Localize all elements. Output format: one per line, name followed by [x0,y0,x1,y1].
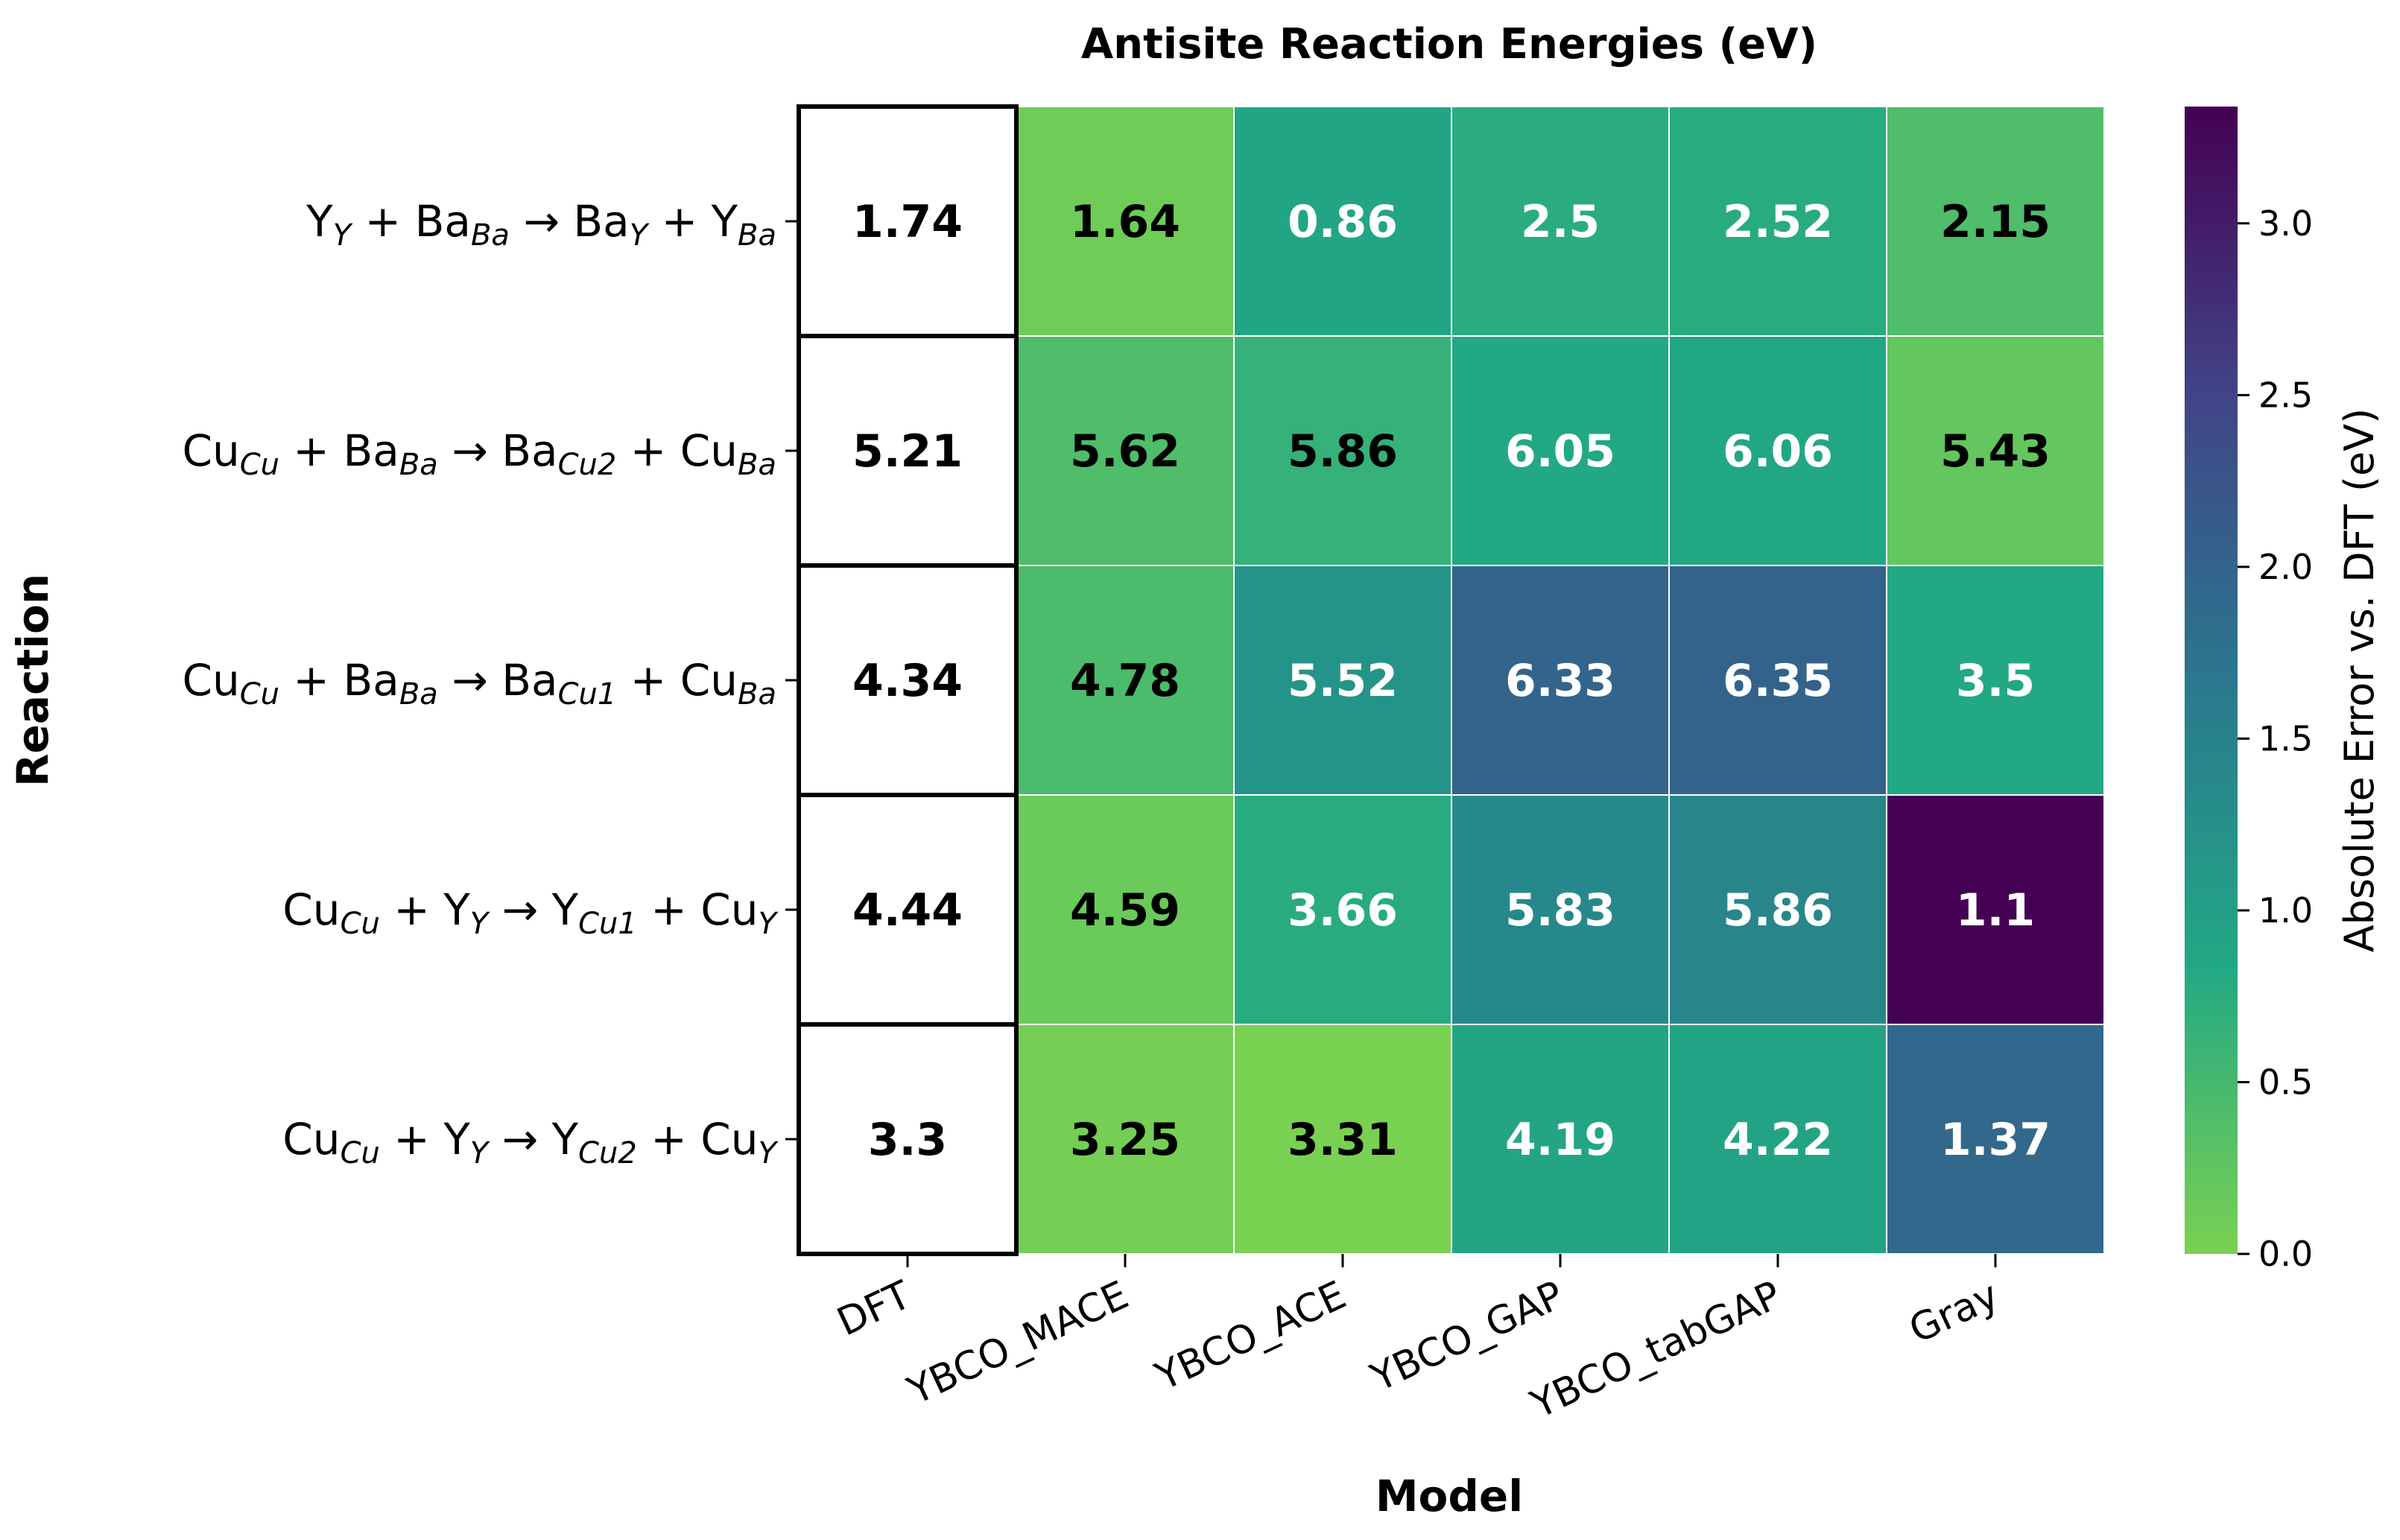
heatmap-cell [1668,794,1887,1025]
cell-value-label: 6.33 [1505,655,1615,707]
colorbar-tick-label: 2.0 [2258,547,2313,587]
heatmap-cell [1886,565,2105,796]
cell-value-label: 6.35 [1723,655,1833,707]
heatmap-cell [1016,565,1235,796]
heatmap-cell [797,793,1019,1027]
cell-value-label: 4.78 [1070,655,1180,707]
column-label: YBCO_tabGAP [1524,1273,1788,1427]
cell-value-label: 4.59 [1070,884,1180,937]
heatmap-cell [1233,794,1452,1025]
cell-value-label: 5.62 [1070,425,1180,478]
colorbar-tick-label: 3.0 [2258,203,2313,244]
cell-value-label: 2.15 [1940,196,2051,248]
cell-value-label: 1.64 [1070,196,1180,248]
heatmap-cell [1233,106,1452,337]
heatmap-cells: 1.74 1.64 0.86 2.5 2.52 2.15 5.21 5.62 5.86 6.05 6… [797,104,2105,1256]
heatmap-cell [1451,335,1670,566]
chart-title: Antisite Reaction Energies (eV) [1081,20,1817,69]
y-axis-title: Reaction [7,574,58,787]
heatmap-cell [797,104,1019,338]
cell-value-label: 1.37 [1940,1114,2051,1166]
colorbar-tick-label: 1.5 [2258,718,2313,758]
heatmap-cell [1016,106,1235,337]
cell-value-label: 5.21 [852,425,963,478]
column-label: Gray [1902,1273,2005,1352]
cell-value-label: 1.1 [1956,884,2035,937]
heatmap-cell [1668,565,1887,796]
column-label: YBCO_MACE [901,1273,1136,1413]
colorbar-tick-label: 0.0 [2258,1234,2313,1274]
heatmap-cell [1886,1024,2105,1255]
cell-value-label: 5.43 [1940,425,2051,478]
colorbar-tick-label: 1.0 [2258,890,2313,931]
heatmap-cell [1451,106,1670,337]
cell-value-label: 6.06 [1723,425,1833,478]
colorbar-title: Absolute Error vs. DFT (eV) [2336,408,2383,953]
row-label: CuCu + YY → YCu1 + CuY [282,884,779,941]
cell-value-label: 3.5 [1956,655,2035,707]
colorbar-tick-label: 0.5 [2258,1062,2313,1102]
heatmap-cell [1886,794,2105,1025]
cell-value-label: 5.83 [1505,884,1615,937]
heatmap-cell [1886,335,2105,566]
heatmap-cell [1668,1024,1887,1255]
colorbar-gradient [2185,107,2238,1254]
cell-value-label: 2.52 [1723,196,1833,248]
row-labels: YY + BaBa → BaY + YBa CuCu + BaBa → BaCu2… [182,196,799,1170]
heatmap-cell [1016,794,1235,1025]
colorbar: 0.0 0.5 1.0 1.5 2.0 2.5 3.0 Absolute Error vs. … [2185,107,2383,1274]
row-label: CuCu + YY → YCu2 + CuY [282,1114,779,1170]
cell-value-label: 5.86 [1288,425,1398,478]
cell-value-label: 4.22 [1723,1114,1833,1166]
cell-value-label: 3.3 [868,1114,947,1166]
cell-value-label: 4.19 [1505,1114,1615,1166]
heatmap-cell [1668,106,1887,337]
cell-value-label: 1.74 [852,196,963,248]
cell-value-label: 2.5 [1521,196,1600,248]
row-label: YY + BaBa → BaY + YBa [305,196,776,253]
cell-value-label: 3.25 [1070,1114,1180,1166]
column-label: DFT [831,1273,918,1345]
cell-value-label: 3.31 [1288,1114,1398,1166]
x-axis-title: Model [1375,1471,1523,1521]
cell-value-label: 3.66 [1288,884,1398,937]
cell-value-label: 0.86 [1288,196,1398,248]
heatmap-cell [1451,565,1670,796]
cell-value-label: 5.52 [1288,655,1398,707]
heatmap-cell [1233,1024,1452,1255]
row-label: CuCu + BaBa → BaCu1 + CuBa [182,655,776,712]
colorbar-tick-label: 2.5 [2258,375,2313,415]
heatmap-cell [1016,335,1235,566]
cell-value-label: 5.86 [1723,884,1833,937]
column-label: YBCO_ACE [1148,1273,1352,1399]
heatmap-cell [1886,106,2105,337]
heatmap-cell [1451,794,1670,1025]
heatmap-cell [1451,1024,1670,1255]
cell-value-label: 4.44 [852,884,963,937]
row-label: CuCu + BaBa → BaCu2 + CuBa [182,425,776,482]
heatmap-cell [1233,565,1452,796]
cell-value-label: 4.34 [852,655,963,707]
cell-value-label: 6.05 [1505,425,1615,478]
